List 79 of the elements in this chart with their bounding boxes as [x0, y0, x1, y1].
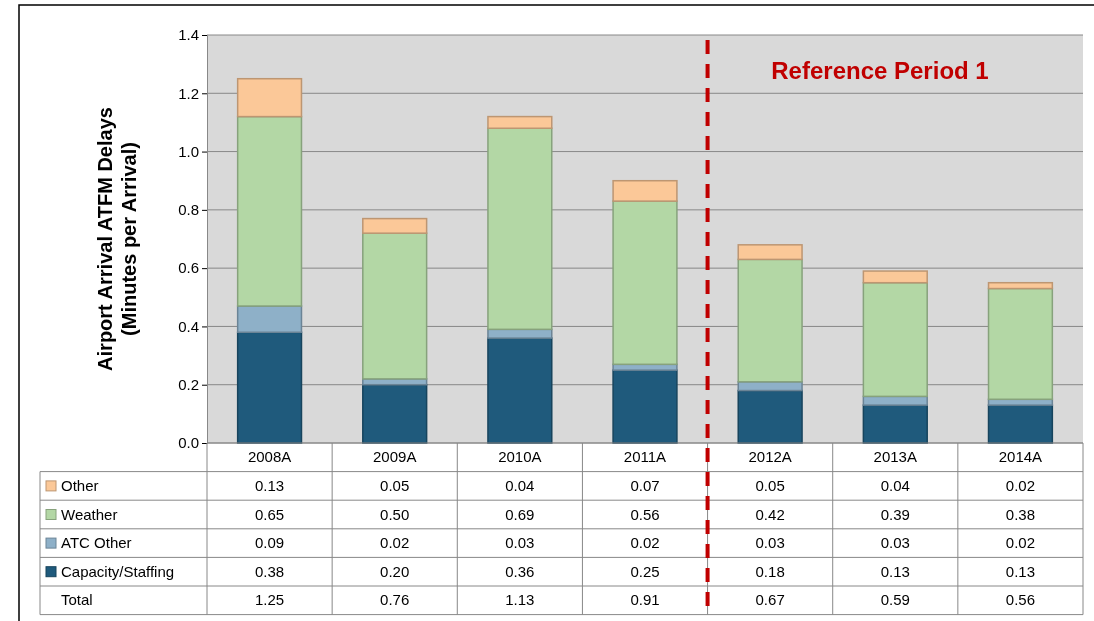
y-tick-label: 0.8 — [178, 201, 199, 219]
ref-line-label: Reference Period 1 — [771, 57, 989, 84]
data-label: 0.69 — [505, 505, 535, 523]
legend-label: Capacity/Staffing — [61, 562, 175, 580]
x-tick-label: 2014A — [998, 448, 1043, 466]
data-label: 0.18 — [755, 562, 785, 580]
x-tick-label: 2011A — [623, 448, 667, 466]
bar — [362, 217, 428, 234]
bar — [487, 115, 553, 130]
data-label: 0.25 — [630, 562, 660, 580]
bar — [987, 287, 1054, 401]
data-label: 0.50 — [380, 505, 410, 523]
data-label: 0.05 — [755, 476, 785, 494]
data-label: 0.13 — [1005, 562, 1036, 580]
bar — [236, 331, 303, 444]
text: 0.76 — [380, 591, 410, 609]
bar — [236, 77, 303, 118]
bar — [737, 258, 803, 383]
bar — [737, 389, 803, 444]
bar — [612, 369, 678, 444]
y-tick-label: 1.2 — [178, 84, 199, 102]
data-label: 0.03 — [755, 534, 785, 552]
bar — [612, 200, 678, 366]
data-label: 0.38 — [254, 562, 285, 580]
data-label: 0.03 — [505, 534, 535, 552]
x-tick-label: 2010A — [498, 448, 542, 466]
text: 0.67 — [755, 591, 785, 609]
data-label: 0.65 — [254, 505, 285, 523]
bar — [987, 404, 1054, 444]
data-label: 0.04 — [505, 476, 535, 494]
data-label: 0.39 — [880, 505, 910, 523]
text: 0.91 — [630, 591, 660, 609]
data-label: 0.03 — [880, 534, 910, 552]
data-label: 0.04 — [880, 476, 910, 494]
data-label: 0.02 — [630, 534, 660, 552]
data-label: 0.56 — [630, 505, 660, 523]
text: 0.59 — [880, 591, 910, 609]
bar — [862, 404, 928, 444]
y-tick-label: 1.4 — [178, 26, 199, 44]
data-label: 0.20 — [380, 562, 410, 580]
bar — [862, 270, 928, 284]
text: 0.56 — [1005, 591, 1036, 609]
data-label: 0.07 — [630, 476, 660, 494]
bar — [236, 305, 303, 334]
data-label: 0.02 — [1005, 476, 1036, 494]
bar — [236, 115, 303, 307]
data-label: 0.02 — [1005, 534, 1036, 552]
data-label: 0.02 — [380, 534, 410, 552]
legend-label: ATC Other — [61, 534, 132, 552]
bar — [487, 127, 553, 331]
y-tick-label: 0.2 — [178, 376, 199, 394]
x-tick-label: 2013A — [873, 448, 917, 466]
data-label: 0.36 — [505, 562, 535, 580]
bar — [362, 383, 428, 444]
y-tick-label: 0.6 — [178, 259, 199, 277]
text: Total — [61, 591, 93, 609]
data-label: 0.38 — [1005, 505, 1036, 523]
data-label: 0.13 — [254, 476, 285, 494]
y-tick-label: 0.4 — [178, 317, 199, 335]
y-tick-label: 0.0 — [178, 434, 199, 452]
bar — [862, 281, 928, 398]
bar — [987, 281, 1054, 290]
x-tick-label: 2009A — [373, 448, 417, 466]
text: 1.25 — [254, 591, 285, 609]
data-label: 0.42 — [755, 505, 785, 523]
y-tick-label: 1.0 — [178, 142, 199, 160]
bar — [612, 179, 678, 202]
x-tick-label: 2008A — [247, 448, 292, 466]
x-tick-label: 2012A — [748, 448, 792, 466]
data-label: 0.09 — [254, 534, 285, 552]
legend-label: Weather — [61, 505, 118, 523]
text: 1.13 — [505, 591, 535, 609]
y-axis-title: Airport Arrival ATFM Delays (Minutes per Arrival) — [94, 107, 140, 371]
data-label: 0.13 — [880, 562, 910, 580]
bar — [487, 337, 553, 444]
legend-label: Other — [61, 476, 99, 494]
bar — [362, 232, 428, 380]
bar — [737, 244, 803, 261]
data-label: 0.05 — [380, 476, 410, 494]
